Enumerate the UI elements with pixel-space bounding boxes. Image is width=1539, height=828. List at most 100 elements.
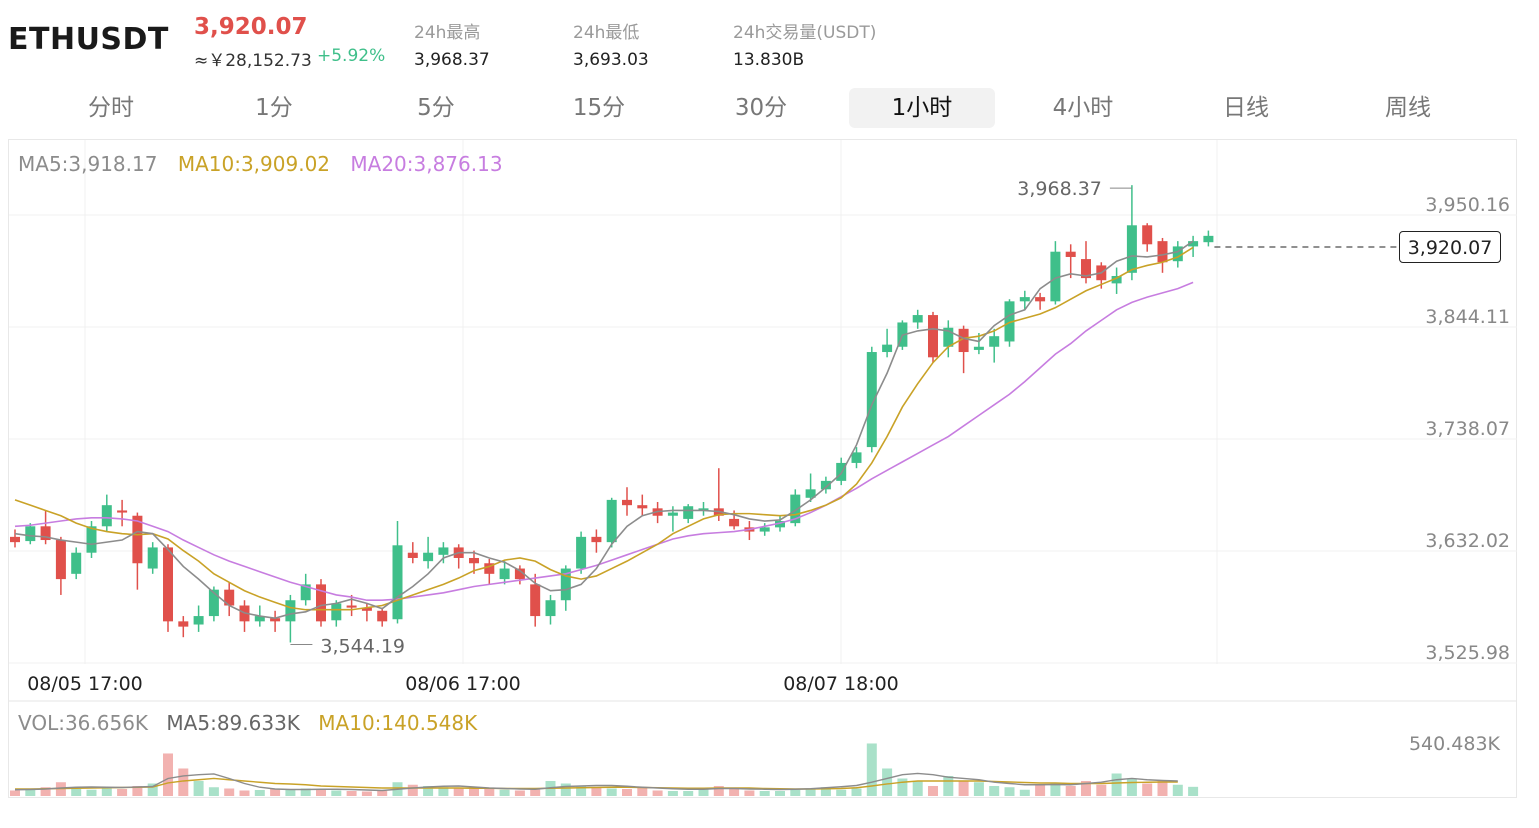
volume-bar: [637, 787, 648, 796]
volume-bar: [775, 790, 785, 796]
tab-daily[interactable]: 日线: [1223, 95, 1269, 121]
candle-body: [622, 499, 632, 506]
candle-body: [193, 616, 204, 625]
volume-bar: [989, 785, 1000, 796]
candle-body: [71, 552, 82, 574]
candle-body: [224, 589, 235, 606]
volume-bar: [224, 788, 235, 796]
interval-tabs: 分时 1分 5分 15分 30分 1小时 4小时 日线 周线: [8, 86, 1518, 130]
volume-bar: [1142, 783, 1153, 796]
volume-bar: [285, 789, 296, 796]
volume-bar: [86, 789, 97, 796]
candle-body: [132, 515, 143, 564]
volume-ma10-line: [15, 777, 1178, 790]
time-axis-label: 08/07 18:00: [783, 673, 899, 695]
tab-timeline[interactable]: 分时: [88, 95, 134, 121]
volume-bar: [698, 788, 709, 796]
candle-body: [1004, 301, 1015, 342]
price-axis-label: 3,844.11: [1425, 306, 1510, 328]
volume-bar: [576, 785, 587, 796]
volume-bar: [1081, 780, 1091, 796]
stat-24h-volume: 24h交易量(USDT) 13.830B: [733, 18, 876, 70]
volume-bar: [973, 782, 984, 796]
tab-15m[interactable]: 15分: [572, 95, 626, 121]
candle-body: [1081, 259, 1091, 279]
tab-1h[interactable]: 1小时: [849, 88, 995, 128]
candle-body: [1142, 225, 1153, 245]
volume-bar: [1019, 789, 1030, 796]
volume-axis-label: 540.483K: [1409, 733, 1501, 755]
candle-body: [10, 536, 20, 543]
stat-label: 24h最高: [414, 23, 481, 43]
candle-body: [407, 552, 418, 558]
candle-body: [514, 568, 525, 580]
volume-bar: [331, 790, 342, 796]
tab-4h[interactable]: 4小时: [1052, 95, 1114, 121]
candle-body: [270, 618, 281, 622]
candle-body: [469, 557, 479, 564]
ma10-line: [14, 246, 1194, 611]
volume-bar: [453, 788, 464, 796]
candle-body: [499, 568, 510, 580]
volume-bar: [25, 788, 36, 796]
volume-bar: [882, 768, 893, 796]
volume-bar: [820, 787, 831, 796]
volume-bar: [805, 788, 816, 796]
candle-body: [361, 607, 372, 611]
volume-bar: [790, 789, 801, 796]
candle-body: [759, 527, 770, 532]
ma5-value: MA5:3,918.17: [18, 152, 158, 176]
candle-body: [1050, 251, 1061, 302]
ma-legend: MA5:3,918.17 MA10:3,909.02 MA20:3,876.13: [18, 152, 517, 176]
candle-body: [86, 526, 97, 553]
tab-5m[interactable]: 5分: [417, 95, 455, 121]
price-axis-label: 3,950.16: [1425, 194, 1510, 216]
volume-bar: [117, 788, 128, 796]
volume-bar: [1065, 785, 1076, 796]
ma5-line: [14, 240, 1194, 619]
candle-body: [438, 547, 449, 555]
volume-bar: [591, 787, 602, 796]
volume-bar: [10, 790, 20, 796]
candle-body: [1126, 225, 1137, 273]
candle-body: [606, 499, 617, 543]
price-axis-label: 3,525.98: [1425, 642, 1510, 664]
volume-bar: [178, 768, 189, 796]
price-axis-label: 3,738.07: [1425, 418, 1510, 440]
volume-bar: [484, 788, 495, 796]
candle-body: [637, 505, 648, 509]
current-price-tag: 3,920.07: [1399, 231, 1501, 263]
volume-bar: [270, 788, 281, 796]
candle-body: [254, 616, 265, 622]
candle-body: [484, 563, 495, 574]
candle-body: [729, 518, 740, 527]
volume-bar: [1096, 784, 1107, 796]
tab-weekly[interactable]: 周线: [1385, 95, 1431, 121]
volume-bar: [943, 775, 954, 796]
volume-bar: [1050, 783, 1061, 796]
candle-body: [285, 600, 296, 622]
volume-bar: [759, 790, 770, 796]
candle-body: [1111, 275, 1122, 284]
chart-panel[interactable]: [8, 139, 1517, 798]
candle-body: [530, 584, 541, 617]
candle-body: [101, 505, 112, 527]
volume-bar: [423, 785, 434, 796]
volume-bar: [1111, 773, 1122, 796]
volume-bar: [407, 784, 418, 796]
candle-body: [882, 344, 893, 353]
candle-body: [377, 610, 388, 622]
tab-30m[interactable]: 30分: [734, 95, 788, 121]
volume-bar: [652, 790, 663, 796]
candle-body: [667, 512, 678, 516]
candle-body: [1019, 297, 1030, 302]
candle-body: [775, 521, 785, 528]
tab-1m[interactable]: 1分: [255, 95, 293, 121]
cny-price: ≈￥28,152.73: [194, 51, 312, 71]
candle-body: [1035, 297, 1046, 302]
volume-bar: [438, 787, 449, 796]
candle-body: [300, 584, 311, 601]
volume-bar: [836, 789, 847, 796]
volume-bar: [928, 785, 938, 796]
